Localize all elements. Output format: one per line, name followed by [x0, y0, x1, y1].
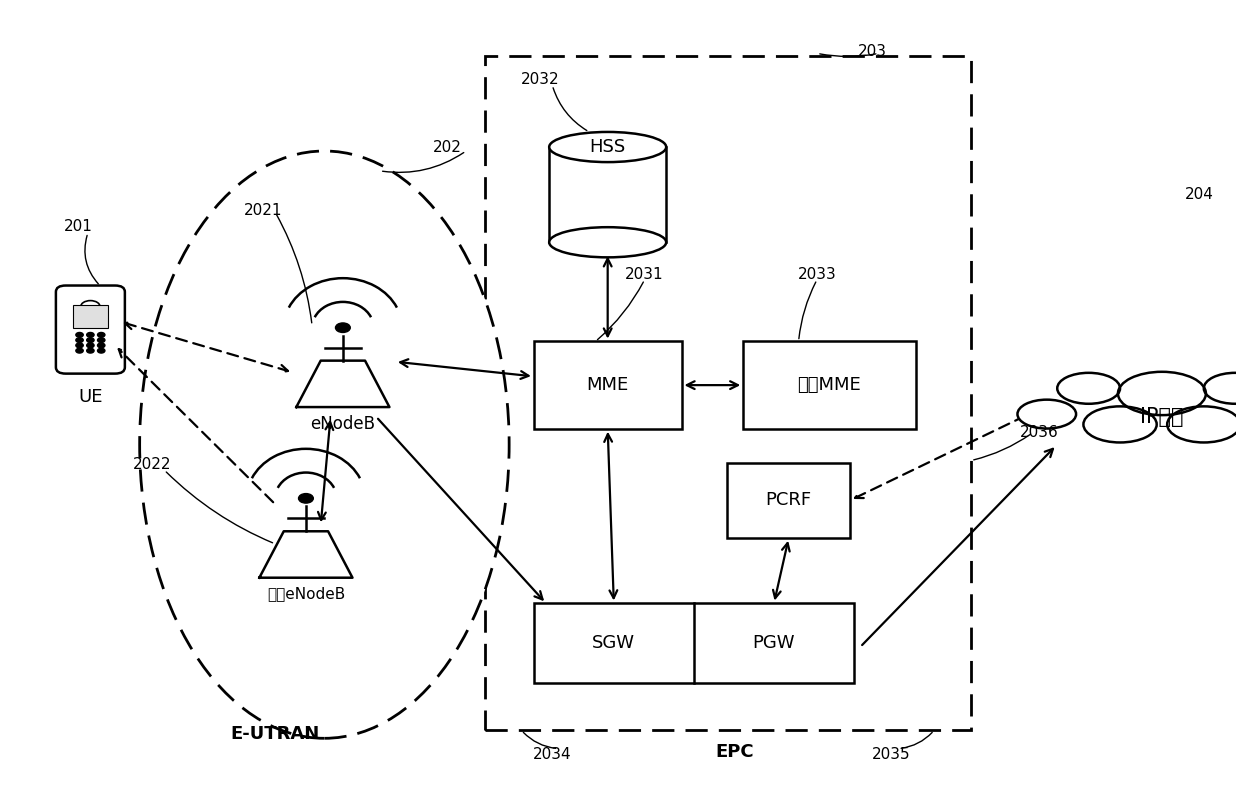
Ellipse shape	[549, 132, 666, 162]
FancyBboxPatch shape	[56, 286, 125, 374]
Text: 2032: 2032	[521, 72, 559, 87]
Text: 2021: 2021	[243, 203, 281, 218]
Circle shape	[336, 323, 350, 333]
Circle shape	[76, 348, 83, 353]
Text: SGW: SGW	[593, 634, 635, 652]
Text: 2022: 2022	[133, 457, 171, 472]
Ellipse shape	[1204, 373, 1240, 403]
Ellipse shape	[1018, 399, 1076, 428]
Text: MME: MME	[587, 376, 629, 394]
Circle shape	[98, 343, 105, 348]
Bar	[727, 463, 851, 538]
Bar	[533, 342, 682, 429]
Text: EPC: EPC	[715, 743, 754, 761]
Text: 204: 204	[1184, 187, 1213, 202]
Text: 202: 202	[433, 140, 463, 155]
Ellipse shape	[1118, 372, 1207, 415]
Text: UE: UE	[78, 388, 103, 406]
Text: 其它MME: 其它MME	[797, 376, 862, 394]
Text: 2034: 2034	[533, 747, 572, 762]
Text: 203: 203	[858, 44, 887, 59]
Text: PGW: PGW	[753, 634, 795, 652]
Circle shape	[87, 348, 94, 353]
Circle shape	[98, 333, 105, 337]
Text: HSS: HSS	[589, 138, 626, 156]
Polygon shape	[296, 361, 389, 407]
Ellipse shape	[140, 151, 510, 739]
Bar	[73, 306, 108, 328]
Text: IP业务: IP业务	[1141, 407, 1184, 427]
Circle shape	[98, 338, 105, 342]
Bar	[485, 56, 971, 731]
Circle shape	[299, 493, 314, 503]
Text: 2033: 2033	[797, 266, 837, 282]
Ellipse shape	[1084, 407, 1157, 443]
Bar	[549, 147, 666, 242]
Bar	[533, 603, 854, 683]
Text: 2031: 2031	[625, 266, 663, 282]
Circle shape	[76, 343, 83, 348]
Circle shape	[87, 343, 94, 348]
Text: 201: 201	[63, 219, 93, 234]
Polygon shape	[259, 531, 352, 577]
Circle shape	[76, 338, 83, 342]
Ellipse shape	[1058, 373, 1120, 403]
Text: 2035: 2035	[872, 747, 910, 762]
Text: PCRF: PCRF	[765, 491, 812, 509]
Circle shape	[87, 333, 94, 337]
Text: eNodeB: eNodeB	[310, 415, 376, 433]
Ellipse shape	[549, 227, 666, 257]
Circle shape	[87, 338, 94, 342]
Bar	[743, 342, 915, 429]
Text: 其它eNodeB: 其它eNodeB	[267, 586, 345, 601]
Text: E-UTRAN: E-UTRAN	[231, 725, 320, 743]
Ellipse shape	[1167, 407, 1240, 443]
Circle shape	[76, 333, 83, 337]
Circle shape	[98, 348, 105, 353]
Text: 2036: 2036	[1019, 425, 1058, 440]
